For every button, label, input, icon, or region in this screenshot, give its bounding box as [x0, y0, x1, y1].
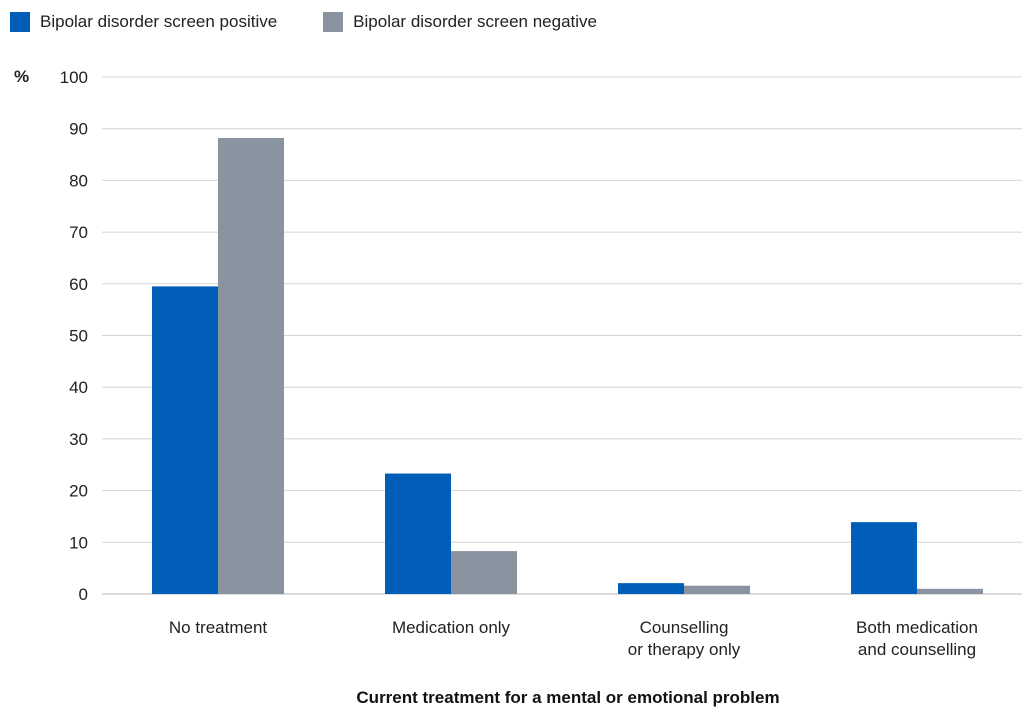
- x-axis-title: Current treatment for a mental or emotio…: [356, 688, 779, 707]
- x-tick-label-line: No treatment: [169, 618, 268, 637]
- x-tick-label: Counselling or therapy only: [628, 618, 741, 659]
- legend-item-negative: Bipolar disorder screen negative: [323, 12, 597, 32]
- legend-label-positive: Bipolar disorder screen positive: [40, 12, 278, 31]
- bar-series-2: [684, 585, 750, 594]
- y-tick-label: 80: [69, 171, 88, 190]
- y-tick-label: 10: [69, 533, 88, 552]
- y-unit-label: %: [14, 67, 29, 86]
- y-tick-label: 0: [79, 585, 88, 604]
- y-tick-label: 40: [69, 378, 88, 397]
- legend: Bipolar disorder screen positive Bipolar…: [10, 12, 643, 32]
- x-tick-label-line: Medication only: [392, 618, 511, 637]
- bars: [152, 138, 983, 595]
- bar-series-1: [152, 286, 218, 594]
- x-tick-label: Medication only: [392, 618, 511, 637]
- legend-item-positive: Bipolar disorder screen positive: [10, 12, 277, 32]
- bar-series-2: [917, 588, 983, 594]
- bar-series-2: [451, 551, 517, 594]
- y-tick-label: 70: [69, 223, 88, 242]
- y-tick-label: 20: [69, 482, 88, 501]
- bar-series-1: [385, 473, 451, 594]
- legend-swatch-positive: [10, 12, 30, 32]
- bar-series-1: [618, 583, 684, 594]
- x-tick-label-line: Both medication: [856, 618, 978, 637]
- x-tick-label-line: or therapy only: [628, 640, 741, 659]
- y-tick-label: 100: [60, 68, 88, 87]
- legend-label-negative: Bipolar disorder screen negative: [353, 12, 597, 31]
- x-axis: No treatment Medication only Counselling or…: [169, 618, 978, 659]
- x-tick-label-line: and counselling: [858, 640, 976, 659]
- x-tick-label: Both medication and counselling: [856, 618, 978, 659]
- y-tick-label: 50: [69, 327, 88, 346]
- y-tick-label: 60: [69, 275, 88, 294]
- x-tick-label-line: Counselling: [640, 618, 729, 637]
- bar-series-2: [218, 138, 284, 595]
- x-tick-label: No treatment: [169, 618, 268, 637]
- y-tick-label: 90: [69, 120, 88, 139]
- bar-series-1: [851, 522, 917, 594]
- legend-swatch-negative: [323, 12, 344, 32]
- y-tick-label: 30: [69, 430, 88, 449]
- y-axis: 0 10 20 30 40 50 60 70 80 90 100: [60, 68, 88, 604]
